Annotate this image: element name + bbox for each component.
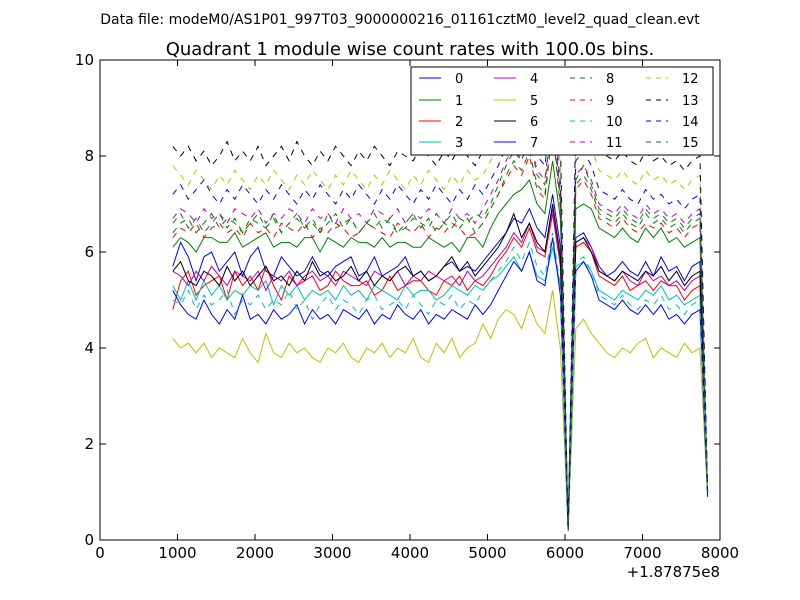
series-line-9: [172, 127, 709, 531]
series-line-5: [172, 290, 709, 531]
series-line-3: [172, 247, 709, 531]
x-tick-label: 6000: [546, 544, 584, 562]
legend-label-0: 0: [455, 72, 463, 87]
legend-label-11: 11: [606, 136, 623, 151]
x-tick-label: 7000: [623, 544, 661, 562]
legend-label-15: 15: [682, 136, 699, 151]
series-line-8: [172, 107, 709, 531]
series-line-15: [172, 122, 709, 531]
y-tick-label: 2: [84, 435, 94, 453]
figure-suptitle: Data file: modeM0/AS1P01_997T03_90000002…: [100, 12, 700, 28]
chart-title: Quadrant 1 module wise count rates with …: [166, 39, 655, 60]
x-tick-label: 2000: [236, 544, 274, 562]
legend-label-9: 9: [606, 94, 614, 109]
y-tick-label: 8: [84, 147, 94, 165]
series-line-10: [172, 232, 709, 531]
legend-label-5: 5: [530, 94, 538, 109]
series-line-6: [172, 203, 709, 531]
legend-label-7: 7: [530, 136, 538, 151]
series-line-13: [172, 69, 709, 531]
legend-label-13: 13: [682, 94, 699, 109]
series-line-14: [172, 98, 709, 531]
x-tick-label: 3000: [313, 544, 351, 562]
legend-label-2: 2: [455, 115, 463, 130]
series-line-7: [172, 237, 709, 531]
series-line-1: [172, 160, 709, 531]
x-tick-label: 4000: [391, 544, 429, 562]
legend-label-3: 3: [455, 136, 463, 151]
x-axis: 0 1000 2000 3000 4000 5000 6000 7000 8000: [95, 60, 739, 562]
series-line-11: [172, 107, 709, 531]
legend-label-1: 1: [455, 94, 463, 109]
legend-frame: [410, 66, 714, 156]
legend-label-10: 10: [606, 115, 623, 130]
y-tick-label: 0: [84, 531, 94, 549]
legend-label-14: 14: [682, 115, 699, 130]
legend-label-4: 4: [530, 72, 538, 87]
legend-label-12: 12: [682, 72, 699, 87]
x-offset-label: +1.87875e8: [627, 563, 720, 581]
legend-label-6: 6: [530, 115, 538, 130]
series-layer: [172, 69, 709, 531]
y-tick-label: 6: [84, 243, 94, 261]
x-tick-label: 0: [95, 544, 105, 562]
x-tick-label: 8000: [701, 544, 739, 562]
x-tick-label: 1000: [158, 544, 196, 562]
x-tick-label: 5000: [468, 544, 506, 562]
series-line-12: [172, 79, 709, 531]
y-tick-label: 10: [75, 51, 94, 69]
series-line-2: [172, 213, 709, 531]
legend-label-8: 8: [606, 72, 614, 87]
y-tick-label: 4: [84, 339, 94, 357]
